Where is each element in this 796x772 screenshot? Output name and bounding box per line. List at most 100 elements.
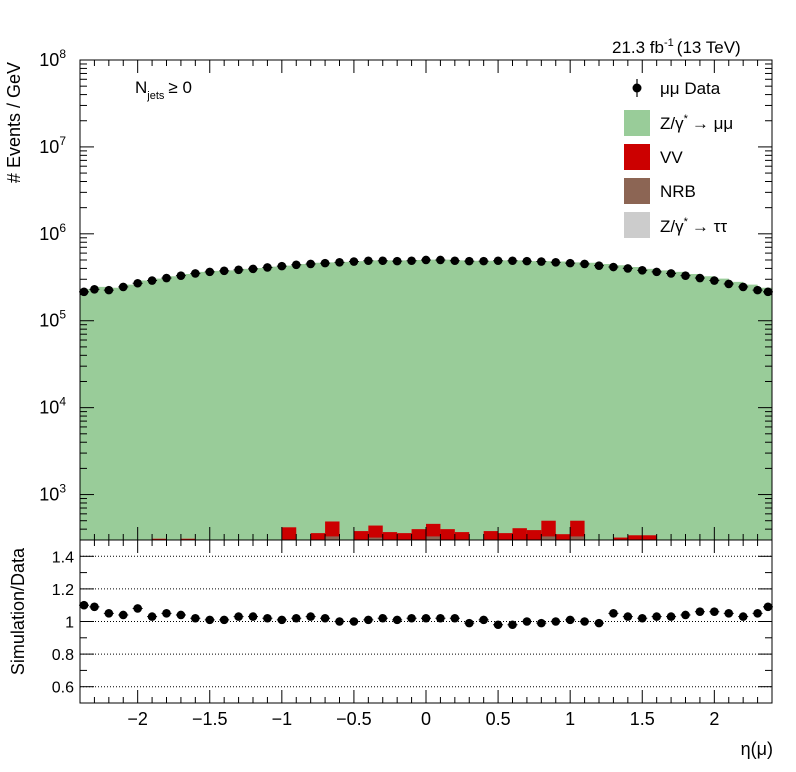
- vv-bar: [627, 535, 643, 540]
- data-point: [436, 255, 445, 265]
- data-point: [753, 285, 762, 295]
- y-tick-exponent: 8: [59, 47, 66, 61]
- data-point: [79, 287, 89, 297]
- vv-bar: [642, 535, 657, 540]
- legend-vv-label: VV: [660, 148, 683, 167]
- data-point: [378, 256, 388, 266]
- njets-main: N: [135, 78, 147, 97]
- ratio-y-tick-label: 1: [65, 615, 74, 632]
- legend-zmm-swatch: [624, 110, 650, 136]
- pad-frames: [79, 59, 773, 704]
- vv-bar: [281, 527, 297, 540]
- ratio-point: [90, 602, 99, 612]
- ratio-point: [147, 612, 157, 621]
- ratio-point: [306, 612, 315, 621]
- data-point: [681, 271, 690, 280]
- data-point: [479, 256, 488, 266]
- ratio-point: [522, 617, 532, 626]
- vv-bar: [180, 538, 196, 540]
- y-tick-label: 104: [39, 395, 66, 418]
- legend-zmm-sup: *: [684, 113, 689, 125]
- data-point: [710, 276, 719, 285]
- data-point: [364, 256, 373, 266]
- data-point: [623, 264, 633, 273]
- ratio-point: [738, 612, 748, 621]
- ratio-point: [464, 618, 474, 628]
- legend-entry-nrb: NRB: [624, 178, 696, 204]
- data-point: [565, 258, 575, 268]
- ratio-point: [133, 604, 142, 613]
- ratio-point: [763, 602, 773, 612]
- y-tick-label: 107: [39, 134, 66, 157]
- ratio-point: [378, 613, 388, 623]
- ratio-point: [436, 613, 445, 623]
- y-tick-label: 108: [39, 47, 66, 70]
- vv-bar: [555, 534, 571, 540]
- data-point: [90, 284, 99, 294]
- legend-nrb-label: NRB: [660, 182, 696, 201]
- legend-ztt-swatch: [624, 212, 650, 238]
- ratio-point: [248, 612, 258, 621]
- data-point: [580, 259, 589, 269]
- legend: μμ Data Z/γ* → μμ VV NRB Z/γ* → ττ: [624, 79, 733, 238]
- data-point: [118, 282, 128, 292]
- ratio-point: [263, 613, 272, 623]
- legend-ztt-sup: *: [684, 216, 689, 228]
- x-tick-label: 0: [421, 709, 431, 729]
- legend-zmm-label: Z/γ* → μμ: [660, 113, 733, 133]
- data-point: [724, 279, 734, 289]
- ratio-point: [162, 609, 171, 618]
- ratio-point: [695, 607, 705, 617]
- ratio-point: [277, 615, 287, 625]
- data-point: [652, 267, 661, 277]
- data-point: [191, 269, 200, 278]
- ratio-point: [565, 615, 575, 625]
- x-tick-label: −2: [127, 709, 148, 729]
- data-point: [594, 261, 604, 270]
- ratio-point: [623, 612, 633, 621]
- ratio-point: [392, 615, 402, 625]
- y-tick-mantissa: 10: [39, 398, 59, 418]
- vv-bar: [382, 532, 398, 540]
- legend-ztt-pre: Z/γ: [660, 217, 684, 236]
- data-point: [104, 285, 114, 295]
- nrb-bar: [368, 537, 383, 540]
- data-point: [537, 257, 546, 266]
- data-point: [508, 256, 517, 266]
- top-pad-content: [79, 255, 773, 540]
- data-point: [147, 276, 157, 285]
- legend-zmm-pre: Z/γ: [660, 114, 684, 133]
- y-tick-label: 106: [39, 221, 66, 244]
- ratio-point: [104, 609, 114, 618]
- y-tick-mantissa: 10: [39, 311, 59, 331]
- data-point: [666, 269, 676, 278]
- vv-bar: [426, 523, 441, 540]
- ratio-point: [724, 609, 734, 618]
- ratio-point: [118, 610, 128, 620]
- data-point: [162, 273, 171, 283]
- x-tick-label: 1: [565, 709, 575, 729]
- ratio-point: [450, 613, 460, 623]
- ratio-point: [609, 609, 618, 618]
- lumi-label: 21.3 fb-1 (13 TeV): [612, 37, 741, 57]
- vv-bar: [152, 538, 167, 540]
- vv-bar: [310, 533, 326, 540]
- njets-annotation: Njets ≥ 0: [135, 78, 192, 102]
- legend-entry-data: μμ Data: [632, 79, 721, 98]
- ratio-point: [176, 610, 186, 620]
- y-tick-exponent: 6: [59, 221, 66, 235]
- nrb-bar: [325, 536, 340, 540]
- axis-text: −2 −1.5 −1 −0.5 0 0.5 1 1.5 21031041051061071080…: [39, 47, 719, 729]
- ratio-point: [681, 610, 690, 620]
- ratio-point: [710, 607, 719, 617]
- data-point: [133, 278, 142, 288]
- y-tick-exponent: 5: [59, 308, 66, 322]
- y-tick-exponent: 7: [59, 134, 66, 148]
- ratio-pad-content: [79, 555, 773, 688]
- y-tick-exponent: 4: [59, 395, 66, 409]
- data-point: [277, 261, 287, 271]
- data-point: [763, 287, 773, 297]
- vv-bar: [570, 520, 585, 540]
- ratio-point: [652, 612, 661, 621]
- vv-bar: [512, 528, 527, 540]
